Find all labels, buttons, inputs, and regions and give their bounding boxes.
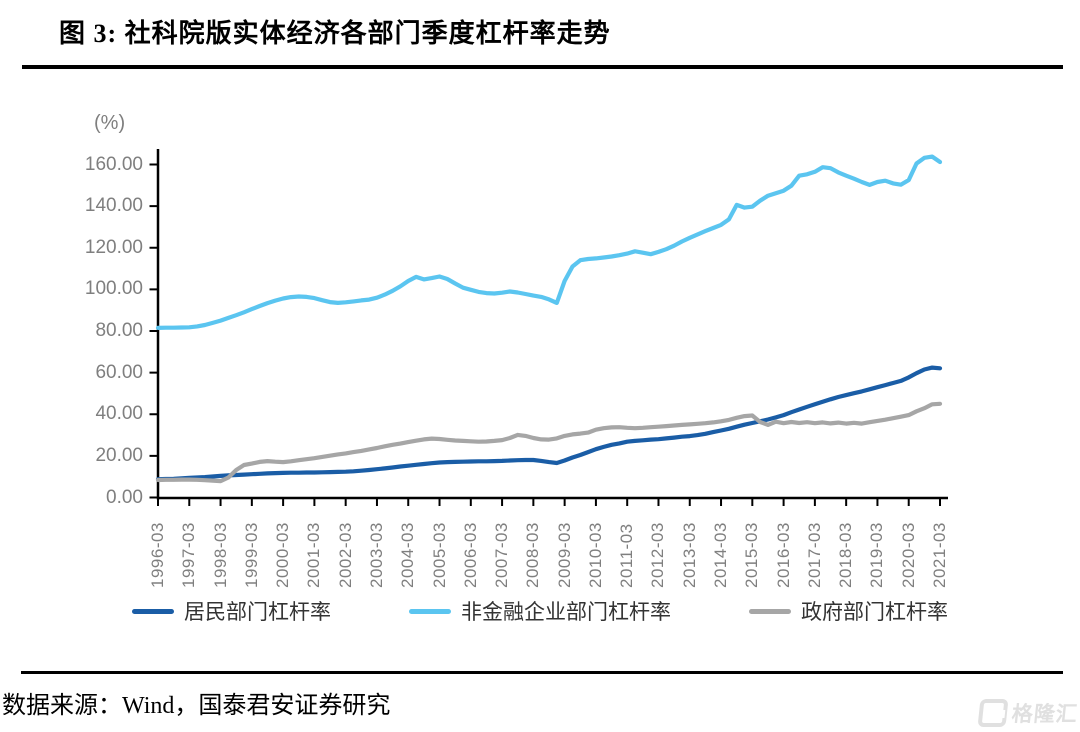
x-tick-label: 1998-03: [210, 522, 230, 588]
x-tick-label: 2013-03: [679, 522, 699, 588]
data-source-note: 数据来源：Wind，国泰君安证券研究: [2, 693, 391, 719]
x-tick-label: 2016-03: [773, 522, 793, 588]
series-line-1: [155, 154, 943, 330]
x-tick-label: 2003-03: [366, 522, 386, 588]
x-tick-label: 2000-03: [273, 522, 293, 588]
legend-swatch-icon: [749, 608, 791, 614]
x-tick-label: 2019-03: [867, 522, 887, 588]
x-tick-label: 1996-03: [148, 522, 167, 588]
y-tick-label: 60.00: [95, 361, 143, 383]
x-tick-label: 2002-03: [335, 522, 355, 588]
footer-divider: [21, 671, 1063, 674]
y-tick-label: 140.00: [84, 195, 143, 217]
y-tick-label: 160.00: [84, 153, 143, 175]
figure-title: 图 3: 社科院版实体经济各部门季度杠杆率走势: [59, 19, 611, 48]
x-tick-label: 2018-03: [836, 522, 856, 588]
legend-item-0: 居民部门杠杆率: [132, 596, 331, 626]
y-tick-label: 20.00: [95, 444, 143, 466]
y-tick-label: 80.00: [95, 320, 143, 341]
x-tick-label: 2009-03: [554, 522, 574, 588]
y-tick-label: 120.00: [84, 236, 143, 258]
y-tick-label: 40.00: [95, 403, 143, 425]
x-tick-label: 2012-03: [648, 522, 668, 588]
x-tick-label: 1997-03: [179, 522, 199, 588]
x-tick-label: 2001-03: [304, 522, 324, 588]
x-tick-label: 2014-03: [711, 522, 731, 588]
x-tick-label: 2017-03: [804, 522, 824, 588]
x-tick-label: 2021-03: [930, 522, 949, 588]
legend-label: 居民部门杠杆率: [184, 600, 331, 624]
y-tick-label: 0.00: [106, 486, 143, 508]
series-line-2: [155, 401, 943, 484]
legend-label: 政府部门杠杆率: [801, 600, 948, 624]
x-tick-label: 2011-03: [617, 523, 637, 588]
chart-legend: 居民部门杠杆率 非金融企业部门杠杆率 政府部门杠杆率: [120, 596, 960, 626]
legend-label: 非金融企业部门杠杆率: [461, 600, 671, 624]
legend-item-2: 政府部门杠杆率: [749, 596, 948, 626]
x-tick-label: 2008-03: [523, 522, 543, 588]
legend-swatch-icon: [409, 608, 451, 614]
x-tick-label: 2005-03: [429, 522, 449, 588]
y-tick-label: 100.00: [84, 278, 143, 300]
x-tick-label: 2015-03: [742, 522, 762, 588]
legend-item-1: 非金融企业部门杠杆率: [409, 596, 671, 626]
watermark-text: 格隆汇: [1010, 703, 1080, 726]
y-axis-unit-label: (%): [94, 112, 126, 134]
title-divider: [22, 65, 1063, 69]
series-line-0: [155, 365, 943, 482]
gelonghui-logo-icon: [977, 699, 1009, 727]
x-tick-label: 2007-03: [492, 522, 512, 588]
x-tick-label: 2010-03: [585, 522, 605, 588]
watermark: 格隆汇: [977, 698, 1079, 728]
x-tick-label: 2004-03: [398, 522, 418, 588]
x-tick-label: 2020-03: [898, 522, 918, 588]
legend-swatch-icon: [132, 608, 174, 614]
x-tick-label: 2006-03: [460, 522, 480, 588]
x-tick-label: 1999-03: [241, 522, 261, 588]
